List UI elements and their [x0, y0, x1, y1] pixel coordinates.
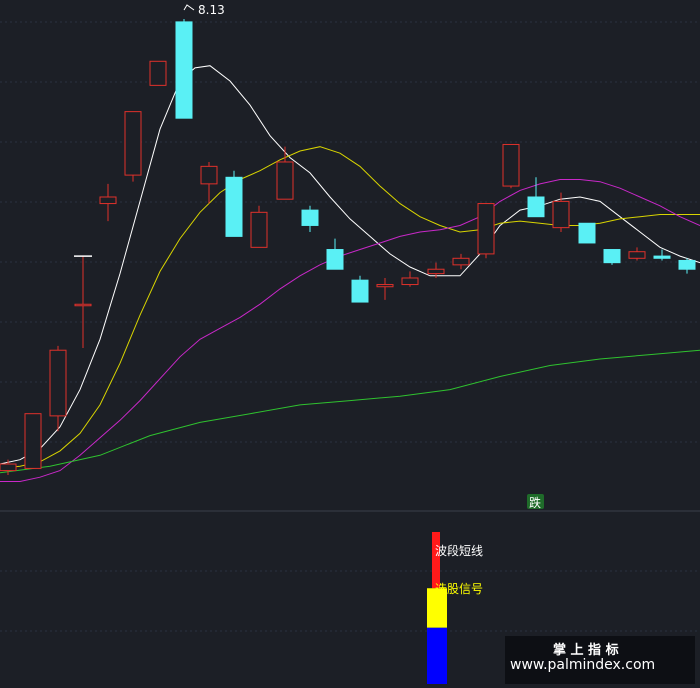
candle-body: [326, 249, 344, 270]
candle-2: [49, 345, 67, 432]
candle-body: [0, 463, 17, 472]
candle-body: [149, 60, 167, 86]
candle-body: [24, 413, 42, 469]
candle-body: [477, 203, 495, 255]
candle-body: [603, 249, 621, 264]
peak-marker-icon: [183, 4, 195, 11]
candle-body: [99, 196, 117, 205]
candle-15: [376, 277, 394, 300]
watermark-url: www.palmindex.com: [510, 657, 655, 673]
candle-18: [452, 253, 470, 270]
candle-8: [200, 161, 218, 204]
grid-lines: [0, 21, 700, 632]
candlesticks: [0, 19, 696, 475]
candle-25: [628, 247, 646, 261]
signal-label-1: 选股信号: [435, 582, 483, 596]
candle-body: [74, 303, 92, 307]
candle-6: [149, 60, 167, 86]
candle-27: [678, 258, 696, 274]
candle-body: [250, 211, 268, 248]
candle-11: [276, 146, 294, 200]
candle-26: [653, 249, 671, 261]
candle-23: [578, 222, 596, 244]
candle-13: [326, 238, 344, 270]
fall-tag-text: 跌: [529, 495, 541, 510]
candle-3: [74, 256, 92, 349]
candle-24: [603, 249, 621, 265]
candle-body: [49, 349, 67, 417]
peak-label: 8.13: [198, 3, 225, 17]
candle-12: [301, 205, 319, 233]
candle-body: [678, 259, 696, 270]
candle-0: [0, 459, 17, 475]
ma-line-3: [0, 349, 700, 474]
candle-body: [401, 277, 419, 286]
candle-body: [175, 21, 193, 119]
watermark-title: 掌 上 指 标: [553, 642, 619, 658]
candle-body: [552, 200, 570, 229]
candle-body: [527, 196, 545, 218]
candle-5: [124, 111, 142, 182]
candle-body: [502, 143, 520, 187]
candle-body: [124, 111, 142, 176]
candle-body: [578, 222, 596, 244]
candle-body: [351, 279, 369, 303]
peak-annotation: 8.13: [183, 3, 225, 17]
signal-bar-2: [427, 627, 447, 684]
candle-16: [401, 271, 419, 287]
candle-7: [175, 19, 193, 119]
candle-body: [376, 284, 394, 288]
fall-tag: 跌: [527, 494, 544, 510]
watermark: 掌 上 指 标 www.palmindex.com: [505, 636, 695, 684]
candle-body: [225, 176, 243, 237]
signal-bar-1: [427, 588, 447, 628]
candle-body: [200, 165, 218, 185]
candle-10: [250, 205, 268, 248]
moving-average-lines: [0, 65, 700, 482]
signal-label-0: 波段短线: [435, 543, 483, 558]
ma-line-2: [0, 179, 700, 482]
candle-4: [99, 183, 117, 222]
ma-line-1: [0, 146, 700, 469]
candle-14: [351, 275, 369, 303]
candle-17: [427, 262, 445, 278]
candle-1: [24, 413, 42, 469]
candle-body: [452, 257, 470, 266]
candle-body: [628, 251, 646, 259]
candle-body: [427, 268, 445, 275]
candle-21: [527, 177, 545, 218]
ma-line-0: [0, 65, 700, 465]
candle-body: [276, 161, 294, 200]
candle-9: [225, 170, 243, 237]
candle-19: [477, 203, 495, 259]
candle-body: [653, 255, 671, 259]
candle-22: [552, 192, 570, 233]
candle-20: [502, 143, 520, 189]
signal-bar-0: [432, 532, 440, 589]
candle-body: [301, 209, 319, 226]
